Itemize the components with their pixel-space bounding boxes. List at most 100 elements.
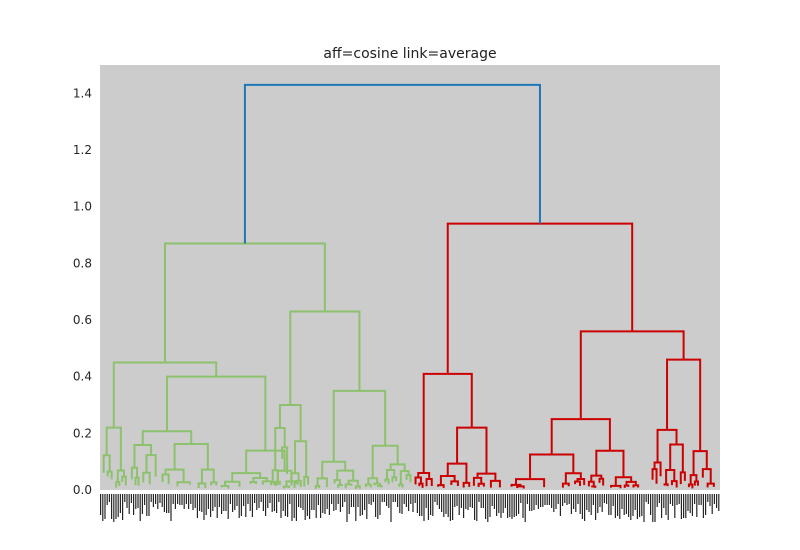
leaf-label [643, 494, 645, 522]
leaf-label [361, 494, 363, 515]
leaf-label [355, 494, 357, 521]
leaf-label [427, 494, 429, 520]
leaf-label [584, 494, 586, 521]
leaf-label [375, 494, 377, 517]
leaf-label [652, 494, 654, 522]
leaf-label [667, 494, 669, 520]
leaf-label [243, 494, 245, 506]
leaf-label [716, 494, 718, 508]
leaf-label [504, 494, 506, 508]
leaf-label [518, 494, 520, 514]
leaf-label [117, 494, 119, 517]
leaf-label [287, 494, 289, 517]
leaf-label [614, 494, 616, 518]
leaf-label [452, 494, 454, 520]
leaf-label [113, 494, 115, 522]
leaf-label [498, 494, 500, 513]
leaf-label [447, 494, 449, 517]
leaf-label [522, 494, 524, 518]
leaf-label [663, 494, 665, 508]
leaf-label [179, 494, 181, 505]
leaf-label [689, 494, 691, 513]
leaf-label [533, 494, 535, 510]
leaf-label [177, 494, 179, 504]
leaf-label [315, 494, 317, 518]
leaf-label [502, 494, 504, 513]
leaf-label [221, 494, 223, 514]
leaf-label [575, 494, 577, 512]
leaf-label [126, 494, 128, 508]
leaf-label [570, 494, 572, 514]
leaf-label [192, 494, 194, 510]
leaf-label [700, 494, 702, 505]
leaf-label [150, 494, 152, 502]
leaf-label [104, 494, 106, 519]
leaf-label [350, 494, 352, 507]
leaf-label [537, 494, 539, 509]
leaf-label [331, 494, 333, 504]
leaf-label [678, 494, 680, 504]
leaf-label [507, 494, 509, 518]
leaf-label [410, 494, 412, 504]
leaf-label [262, 494, 264, 511]
leaf-label [366, 494, 368, 519]
leaf-label [612, 494, 614, 506]
leaf-label [430, 494, 432, 515]
leaf-label [568, 494, 570, 504]
leaf-label [166, 494, 168, 513]
leaf-label [469, 494, 471, 507]
leaf-label [364, 494, 366, 510]
leaf-label [414, 494, 416, 503]
leaf-label [617, 494, 619, 516]
leaf-label [623, 494, 625, 515]
leaf-label [146, 494, 148, 516]
leaf-labels [100, 494, 720, 522]
leaf-label [251, 494, 253, 517]
leaf-label [111, 494, 113, 519]
leaf-label [386, 494, 388, 506]
leaf-label [438, 494, 440, 509]
leaf-label [606, 494, 608, 504]
leaf-label [542, 494, 544, 507]
leaf-label [311, 494, 313, 510]
leaf-label [669, 494, 671, 504]
leaf-label [100, 494, 102, 515]
leaf-label [238, 494, 240, 518]
leaf-label [491, 494, 493, 506]
plot-background [100, 65, 720, 490]
leaf-label [535, 494, 537, 505]
leaf-label [368, 494, 370, 504]
leaf-label [718, 494, 720, 511]
leaf-label [482, 494, 484, 508]
leaf-label [152, 494, 154, 507]
leaf-label [185, 494, 187, 504]
leaf-label [295, 494, 297, 521]
leaf-label [544, 494, 546, 505]
leaf-label [577, 494, 579, 504]
leaf-label [465, 494, 467, 509]
leaf-label [188, 494, 190, 509]
y-tick-label: 0.8 [73, 256, 92, 270]
leaf-label [122, 494, 124, 520]
leaf-label [529, 494, 531, 511]
leaf-label [458, 494, 460, 515]
leaf-label [515, 494, 517, 516]
leaf-label [551, 494, 553, 508]
y-tick-label: 1.0 [73, 200, 92, 214]
leaf-label [632, 494, 634, 516]
leaf-label [555, 494, 557, 509]
leaf-label [707, 494, 709, 502]
leaf-label [339, 494, 341, 512]
leaf-label [298, 494, 300, 507]
leaf-label [300, 494, 302, 508]
leaf-label [650, 494, 652, 515]
leaf-label [135, 494, 137, 509]
leaf-label [691, 494, 693, 516]
leaf-label [144, 494, 146, 505]
leaf-label [293, 494, 295, 518]
leaf-label [573, 494, 575, 509]
leaf-label [443, 494, 445, 517]
leaf-label [625, 494, 627, 514]
leaf-label [696, 494, 698, 517]
